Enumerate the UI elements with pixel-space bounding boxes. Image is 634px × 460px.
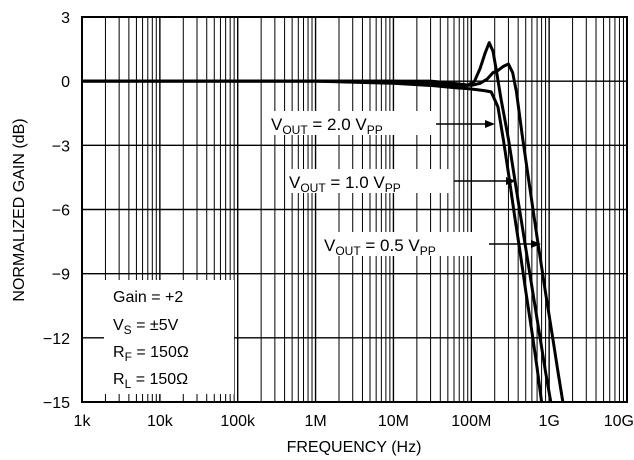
y-tick-label: −12 — [43, 331, 70, 348]
y-tick-label: −15 — [43, 395, 70, 412]
x-tick-label: 10G — [604, 413, 634, 430]
x-tick-label: 10M — [378, 413, 409, 430]
x-tick-label: 1G — [538, 413, 559, 430]
annotation-label: VOUT = 1.0 VPP — [289, 173, 401, 195]
annotation-background — [321, 232, 487, 256]
series-line-1 — [82, 41, 553, 403]
series-annotation-1v: VOUT = 1.0 VPP — [286, 169, 516, 195]
y-tick-label: 3 — [61, 10, 70, 27]
annotation-background — [268, 111, 434, 135]
annotation-arrowhead — [506, 177, 516, 185]
annotation-arrowhead — [485, 120, 495, 128]
conditions-background — [104, 280, 234, 394]
annotation-background — [286, 169, 452, 193]
x-tick-label: 100M — [451, 413, 491, 430]
curves — [82, 41, 565, 403]
annotation-label: VOUT = 0.5 VPP — [324, 236, 436, 258]
condition-supply: VS = ±5V — [113, 317, 179, 337]
condition-gain: Gain = +2 — [113, 289, 183, 306]
condition-rl: RL = 150Ω — [113, 371, 188, 391]
series-annotation-05v: VOUT = 0.5 VPP — [321, 232, 541, 258]
annotation-arrowhead — [531, 240, 541, 248]
test-conditions: Gain = +2 VS = ±5V RF = 150Ω RL = 150Ω — [104, 280, 234, 394]
y-tick-labels: 3 0 −3 −6 −9 −12 −15 — [43, 10, 70, 412]
annotation-label: VOUT = 2.0 VPP — [271, 115, 383, 137]
x-axis-title: FREQUENCY (Hz) — [287, 439, 422, 456]
series-line-0 — [82, 79, 544, 403]
x-tick-label: 1M — [304, 413, 326, 430]
y-tick-label: 0 — [61, 74, 70, 91]
y-axis-title: NORMALIZED GAIN (dB) — [11, 118, 28, 301]
series-annotation-2v: VOUT = 2.0 VPP — [268, 111, 495, 137]
condition-rf: RF = 150Ω — [113, 344, 189, 364]
y-tick-label: −9 — [52, 267, 70, 284]
y-tick-label: −3 — [52, 138, 70, 155]
y-tick-label: −6 — [52, 203, 70, 220]
x-tick-label: 100k — [220, 413, 256, 430]
plot-frame — [81, 16, 628, 403]
x-tick-label: 1k — [74, 413, 92, 430]
x-tick-labels: 1k 10k 100k 1M 10M 100M 1G 10G — [74, 413, 634, 430]
series-line-2 — [82, 62, 565, 403]
x-tick-label: 10k — [147, 413, 174, 430]
